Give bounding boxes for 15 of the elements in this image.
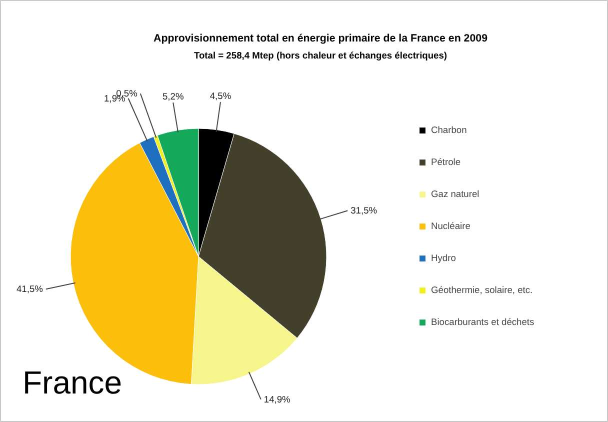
- legend-label: Géothermie, solaire, etc.: [431, 285, 533, 295]
- legend-label: Charbon: [431, 125, 467, 135]
- data-label: 5,2%: [162, 92, 184, 102]
- data-label: 31,5%: [350, 206, 378, 216]
- data-label: 14,9%: [264, 394, 290, 404]
- legend-label: Hydro: [431, 253, 456, 263]
- legend-label: Gaz naturel: [431, 189, 480, 199]
- chart-title: Approvisionnement total en énergie primaire de la France en 2009: [154, 32, 488, 44]
- data-label: 4,5%: [210, 91, 232, 102]
- chart-subtitle: Total = 258,4 Mtep (hors chaleur et échanges électriques): [194, 50, 448, 60]
- legend-label: Pétrole: [431, 157, 461, 167]
- legend-label: Nucléaire: [431, 221, 470, 231]
- data-label: 41,5%: [16, 284, 43, 294]
- text: France: [22, 364, 122, 400]
- legend-label: Biocarburants et déchets: [431, 317, 534, 327]
